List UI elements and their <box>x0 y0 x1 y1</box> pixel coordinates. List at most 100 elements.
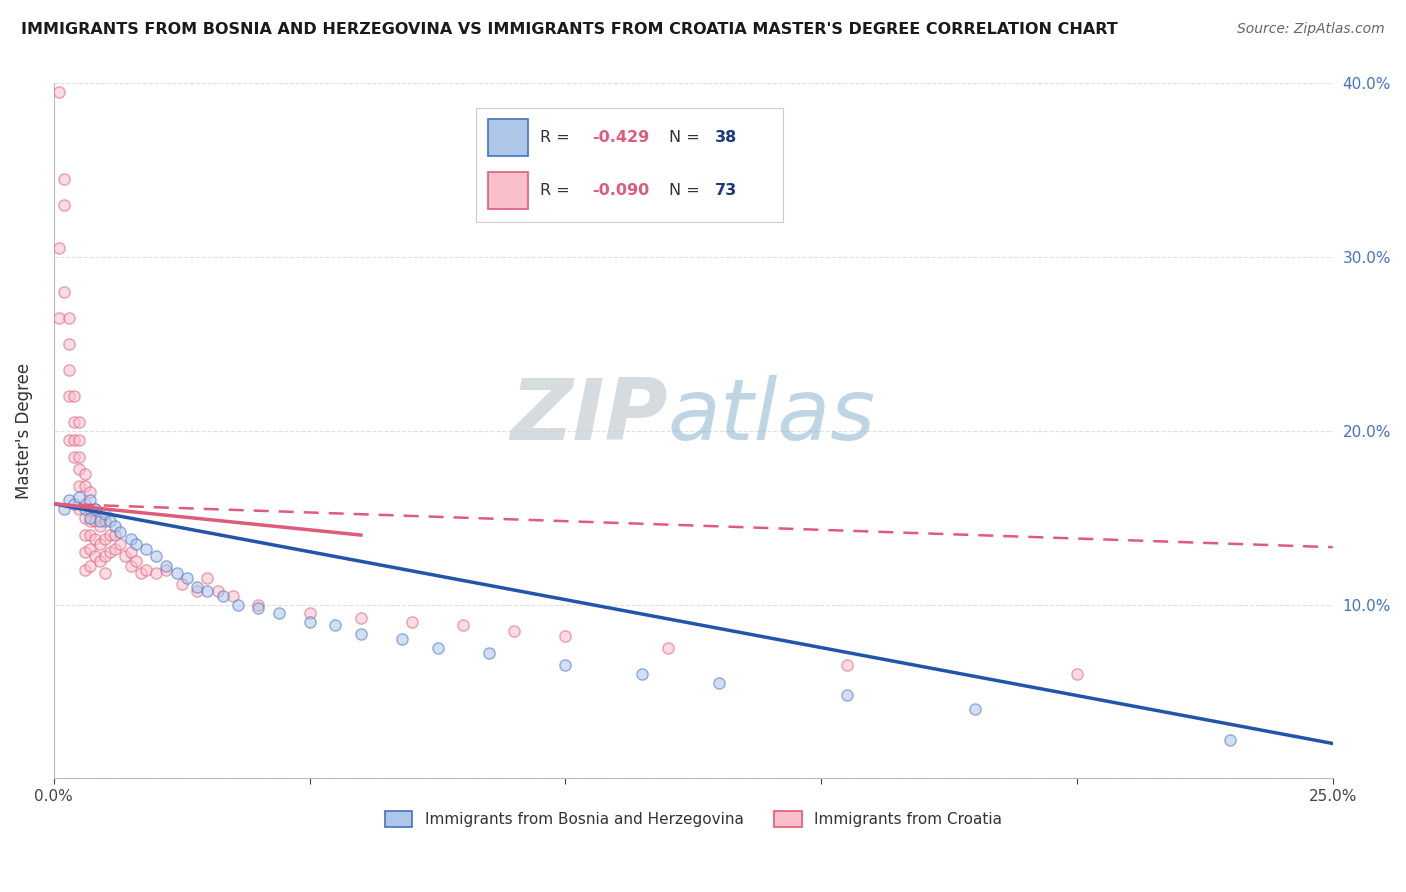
Point <box>83 502 105 516</box>
Point <box>104 541 127 556</box>
Point <box>48 242 70 256</box>
Point <box>83 502 105 516</box>
Point <box>83 514 105 528</box>
Point <box>835 658 858 673</box>
Point <box>1066 667 1088 681</box>
Y-axis label: Master's Degree: Master's Degree <box>15 363 32 499</box>
Point <box>79 484 101 499</box>
Point <box>166 566 188 581</box>
Point <box>222 589 245 603</box>
Point <box>963 702 986 716</box>
Point <box>73 545 96 559</box>
Point <box>83 549 105 563</box>
Point <box>478 646 501 660</box>
Point <box>155 563 177 577</box>
Point <box>350 611 373 625</box>
Point <box>89 514 111 528</box>
Point <box>120 532 142 546</box>
Point <box>207 583 229 598</box>
Point <box>120 559 142 574</box>
Point <box>114 549 136 563</box>
Point <box>195 572 218 586</box>
Point <box>58 310 80 325</box>
Point <box>58 363 80 377</box>
Point <box>145 549 167 563</box>
Point <box>176 572 198 586</box>
Point <box>129 566 152 581</box>
Point <box>267 606 290 620</box>
Point <box>298 615 321 629</box>
Point <box>401 615 423 629</box>
Point <box>67 462 90 476</box>
Point <box>58 493 80 508</box>
Point <box>98 528 121 542</box>
Point <box>323 618 346 632</box>
Point <box>63 415 86 429</box>
Text: atlas: atlas <box>668 376 876 458</box>
Point <box>170 576 193 591</box>
Point <box>98 514 121 528</box>
Point <box>631 667 654 681</box>
Point <box>247 598 270 612</box>
Point <box>707 675 730 690</box>
Point <box>48 85 70 99</box>
Point <box>73 467 96 482</box>
Point <box>63 450 86 464</box>
Point <box>298 606 321 620</box>
Point <box>211 589 233 603</box>
Point <box>120 545 142 559</box>
Point <box>195 583 218 598</box>
Point <box>89 519 111 533</box>
Point <box>67 433 90 447</box>
Point <box>58 433 80 447</box>
Text: Source: ZipAtlas.com: Source: ZipAtlas.com <box>1237 22 1385 37</box>
Point <box>247 601 270 615</box>
Point <box>79 493 101 508</box>
Point <box>657 640 679 655</box>
Point <box>155 559 177 574</box>
Text: IMMIGRANTS FROM BOSNIA AND HERZEGOVINA VS IMMIGRANTS FROM CROATIA MASTER'S DEGRE: IMMIGRANTS FROM BOSNIA AND HERZEGOVINA V… <box>21 22 1118 37</box>
Point <box>125 537 148 551</box>
Point <box>73 502 96 516</box>
Point <box>63 497 86 511</box>
Point <box>73 528 96 542</box>
Point <box>145 566 167 581</box>
Point <box>67 502 90 516</box>
Point <box>73 563 96 577</box>
Point <box>94 532 117 546</box>
Point <box>94 549 117 563</box>
Point <box>98 545 121 559</box>
Point <box>79 510 101 524</box>
Point <box>67 415 90 429</box>
Legend: Immigrants from Bosnia and Herzegovina, Immigrants from Croatia: Immigrants from Bosnia and Herzegovina, … <box>378 805 1008 833</box>
Point <box>53 198 76 212</box>
Point <box>89 554 111 568</box>
Point <box>73 497 96 511</box>
Point <box>391 632 413 647</box>
Point <box>186 580 208 594</box>
Point <box>554 629 576 643</box>
Point <box>104 519 127 533</box>
Text: ZIP: ZIP <box>510 376 668 458</box>
Point <box>554 658 576 673</box>
Point <box>110 524 132 539</box>
Point <box>53 502 76 516</box>
Point <box>67 479 90 493</box>
Point <box>73 510 96 524</box>
Point <box>79 528 101 542</box>
Point <box>53 172 76 186</box>
Point <box>835 688 858 702</box>
Point <box>83 532 105 546</box>
Point <box>67 490 90 504</box>
Point <box>426 640 449 655</box>
Point <box>226 598 249 612</box>
Point <box>125 554 148 568</box>
Point <box>135 541 157 556</box>
Point <box>94 514 117 528</box>
Point <box>53 285 76 299</box>
Point <box>79 559 101 574</box>
Point <box>135 563 157 577</box>
Point <box>451 618 474 632</box>
Point <box>63 389 86 403</box>
Point <box>48 310 70 325</box>
